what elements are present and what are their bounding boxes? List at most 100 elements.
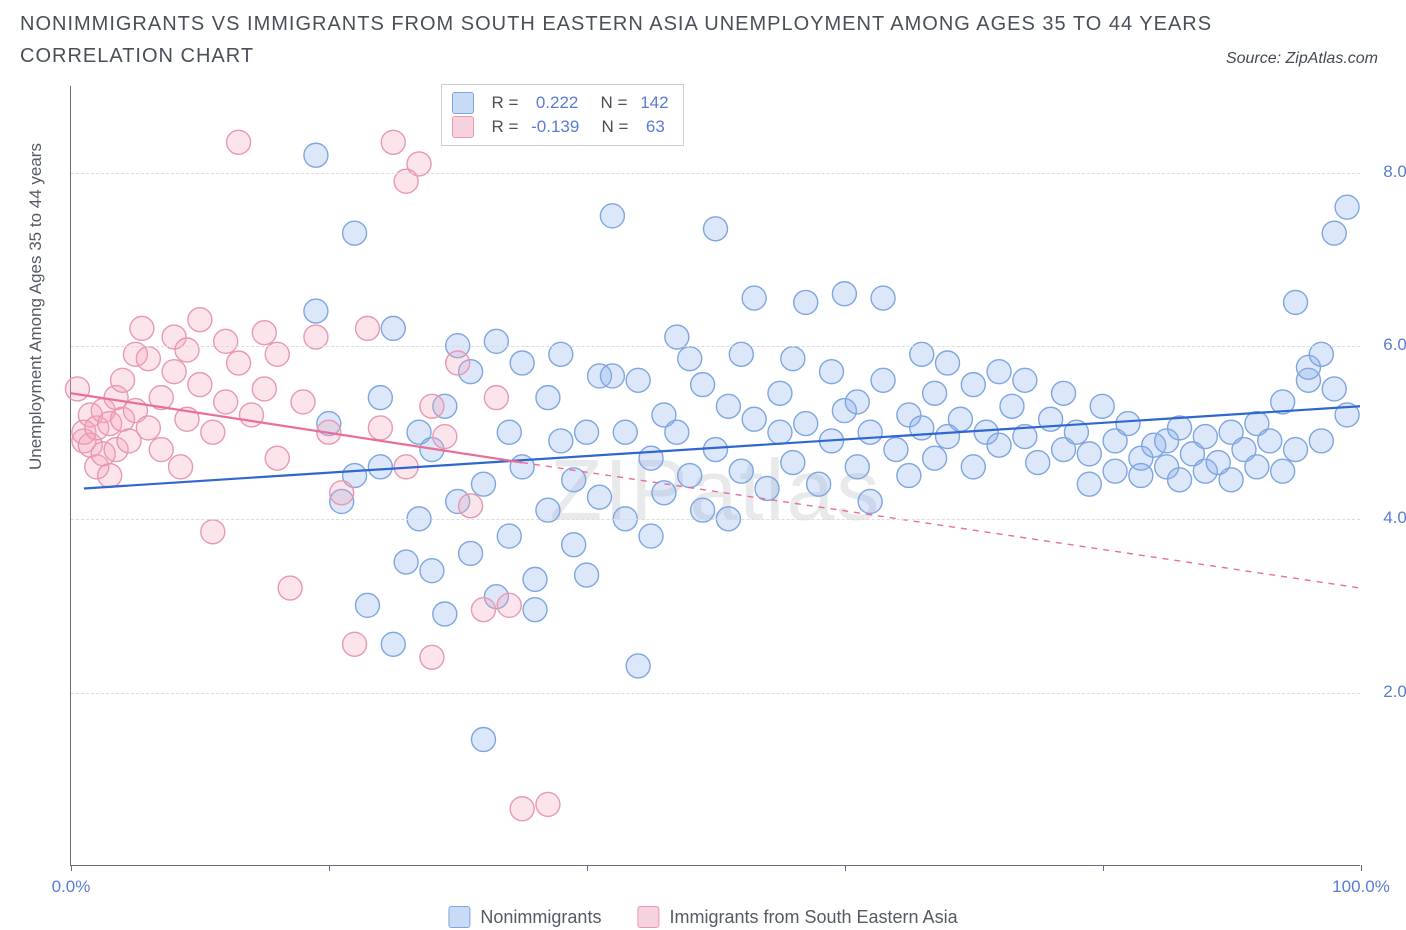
- stat-r-label: R =: [482, 91, 523, 115]
- data-point: [1193, 425, 1217, 449]
- data-point: [420, 559, 444, 583]
- data-point: [136, 416, 160, 440]
- gridline: [71, 346, 1360, 347]
- data-point: [65, 377, 89, 401]
- x-tick: [329, 865, 330, 871]
- data-point: [201, 520, 225, 544]
- y-tick-label: 8.0%: [1383, 162, 1406, 182]
- data-point: [781, 347, 805, 371]
- data-point: [169, 455, 193, 479]
- data-point: [1026, 451, 1050, 475]
- data-point: [446, 351, 470, 375]
- data-point: [549, 429, 573, 453]
- gridline: [71, 693, 1360, 694]
- chart-svg: [71, 86, 1360, 865]
- data-point: [278, 576, 302, 600]
- bottom-legend-label: Nonimmigrants: [480, 907, 601, 928]
- data-point: [420, 394, 444, 418]
- data-point: [781, 451, 805, 475]
- data-point: [678, 347, 702, 371]
- y-tick-label: 6.0%: [1383, 335, 1406, 355]
- data-point: [381, 130, 405, 154]
- data-point: [691, 373, 715, 397]
- data-point: [1322, 377, 1346, 401]
- data-point: [510, 351, 534, 375]
- data-point: [1052, 381, 1076, 405]
- data-point: [910, 416, 934, 440]
- data-point: [665, 420, 689, 444]
- data-point: [1168, 468, 1192, 492]
- data-point: [1322, 221, 1346, 245]
- data-point: [1335, 195, 1359, 219]
- data-point: [484, 386, 508, 410]
- stat-n-value: 63: [641, 115, 665, 139]
- data-point: [471, 728, 495, 752]
- data-point: [484, 329, 508, 353]
- x-tick: [1361, 865, 1362, 871]
- data-point: [794, 290, 818, 314]
- data-point: [510, 455, 534, 479]
- data-point: [1116, 412, 1140, 436]
- chart-title: NONIMMIGRANTS VS IMMIGRANTS FROM SOUTH E…: [20, 8, 1220, 72]
- data-point: [936, 351, 960, 375]
- y-axis-label: Unemployment Among Ages 35 to 44 years: [26, 143, 46, 470]
- data-point: [678, 464, 702, 488]
- data-point: [807, 472, 831, 496]
- data-point: [188, 308, 212, 332]
- data-point: [1271, 459, 1295, 483]
- data-point: [394, 550, 418, 574]
- plot-area: ZIPatlas R = 0.222 N = 142 R = -0.139 N …: [70, 86, 1360, 866]
- data-point: [575, 420, 599, 444]
- data-point: [343, 632, 367, 656]
- data-point: [304, 299, 328, 323]
- stat-r-value: -0.139: [531, 115, 579, 139]
- data-point: [265, 446, 289, 470]
- data-point: [845, 390, 869, 414]
- data-point: [987, 360, 1011, 384]
- data-point: [961, 455, 985, 479]
- x-tick: [71, 865, 72, 871]
- data-point: [175, 338, 199, 362]
- data-point: [355, 593, 379, 617]
- data-point: [704, 438, 728, 462]
- data-point: [1284, 438, 1308, 462]
- data-point: [497, 524, 521, 548]
- data-point: [252, 321, 276, 345]
- data-point: [330, 481, 354, 505]
- data-point: [1258, 429, 1282, 453]
- data-point: [1129, 464, 1153, 488]
- data-point: [536, 792, 560, 816]
- data-point: [130, 316, 154, 340]
- data-point: [768, 420, 792, 444]
- bottom-legend-item: Immigrants from South Eastern Asia: [637, 906, 957, 928]
- legend-swatch: [637, 906, 659, 928]
- data-point: [858, 420, 882, 444]
- data-point: [1103, 459, 1127, 483]
- data-point: [626, 368, 650, 392]
- data-point: [98, 464, 122, 488]
- data-point: [987, 433, 1011, 457]
- stat-n-value: 142: [640, 91, 668, 115]
- x-tick: [587, 865, 588, 871]
- data-point: [523, 598, 547, 622]
- bottom-legend-item: Nonimmigrants: [448, 906, 601, 928]
- x-tick-label: 0.0%: [52, 877, 91, 897]
- x-tick-label: 100.0%: [1332, 877, 1390, 897]
- data-point: [768, 381, 792, 405]
- data-point: [459, 494, 483, 518]
- data-point: [704, 217, 728, 241]
- x-tick: [845, 865, 846, 871]
- stat-r-label: R =: [482, 115, 523, 139]
- data-point: [832, 282, 856, 306]
- bottom-legend: Nonimmigrants Immigrants from South Easte…: [448, 906, 957, 928]
- data-point: [420, 645, 444, 669]
- data-point: [1245, 455, 1269, 479]
- data-point: [1309, 429, 1333, 453]
- data-point: [201, 420, 225, 444]
- data-point: [497, 420, 521, 444]
- data-point: [459, 541, 483, 565]
- data-point: [1013, 368, 1037, 392]
- stat-n-label: N =: [587, 115, 633, 139]
- data-point: [562, 533, 586, 557]
- data-point: [845, 455, 869, 479]
